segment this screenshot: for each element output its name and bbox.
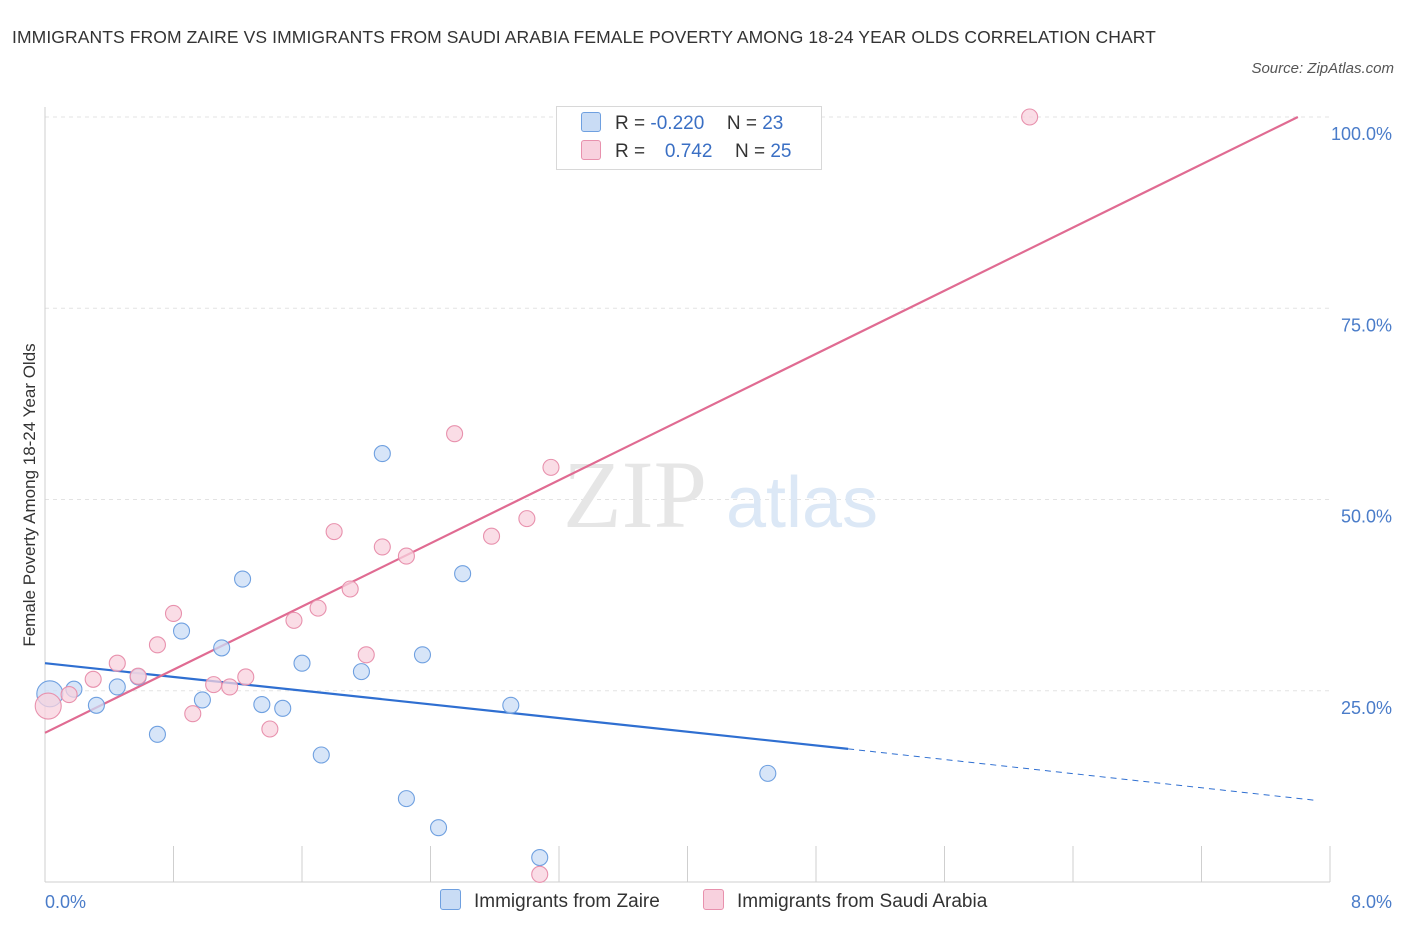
data-point [531, 865, 549, 883]
data-point [129, 667, 147, 685]
data-point [205, 676, 223, 694]
x-tick-label: 0.0% [45, 892, 86, 912]
data-point [759, 764, 777, 782]
data-point [108, 654, 126, 672]
y-tick-label: 50.0% [1341, 507, 1392, 527]
data-point [429, 819, 448, 837]
data-point [373, 445, 391, 463]
data-point [1021, 108, 1039, 126]
source-label: Source: ZipAtlas.com [1251, 60, 1394, 77]
data-point [60, 686, 78, 704]
data-point [397, 790, 415, 808]
legend-swatch-saudi [581, 140, 601, 160]
x-tick-labels: 0.0% 8.0% [45, 892, 1392, 912]
legend-n-label: N = [726, 113, 757, 134]
legend-swatch-zaire [581, 112, 601, 132]
data-point [213, 639, 231, 657]
data-point [148, 725, 166, 743]
data-point [221, 678, 239, 696]
data-point [108, 678, 126, 696]
legend-label-saudi: Immigrants from Saudi Arabia [737, 891, 988, 912]
y-tick-labels: 25.0% 50.0% 75.0% 100.0% [1331, 124, 1392, 718]
data-point [518, 510, 536, 528]
data-point [274, 699, 292, 717]
data-point [184, 705, 202, 723]
data-point [237, 668, 255, 686]
data-point [193, 691, 211, 709]
data-point [325, 523, 343, 541]
data-point [341, 580, 359, 598]
data-point [413, 646, 432, 664]
data-point [261, 720, 279, 738]
legend-r-label: R = [615, 113, 646, 134]
data-point [172, 622, 191, 640]
y-tick-label: 25.0% [1341, 698, 1392, 718]
data-point [253, 695, 271, 714]
trend-line [44, 116, 1299, 734]
trend-lines [44, 116, 1314, 801]
legend-r-label: R = [615, 141, 646, 162]
data-point [309, 599, 327, 617]
y-tick-label: 100.0% [1331, 124, 1392, 144]
gridlines [45, 116, 1330, 692]
data-point [352, 663, 370, 681]
legend-label-zaire: Immigrants from Zaire [474, 891, 660, 912]
data-point [397, 547, 415, 565]
chart-title: IMMIGRANTS FROM ZAIRE VS IMMIGRANTS FROM… [12, 27, 1156, 47]
axes [44, 107, 1331, 883]
data-point [312, 746, 330, 764]
y-tick-label: 75.0% [1341, 315, 1392, 335]
data-point [482, 527, 501, 545]
data-point [164, 604, 183, 623]
data-point [293, 654, 311, 672]
data-point [148, 636, 166, 654]
data-point [285, 611, 303, 629]
legend-r-value: -0.220 [650, 113, 705, 134]
legend-swatch-saudi [703, 889, 724, 910]
legend-row-saudi: R = 0.742 N = 25 [581, 140, 791, 166]
legend-n-label: N = [734, 141, 766, 162]
data-point [446, 425, 464, 443]
data-point [502, 696, 520, 714]
data-point [34, 692, 62, 720]
data-point [373, 538, 391, 556]
data-point [531, 848, 549, 867]
trend-line-extension [848, 748, 1314, 801]
watermark-atlas: atlas [726, 463, 878, 543]
legend-r-value: 0.742 [664, 141, 713, 162]
data-point [234, 570, 252, 588]
data-point [84, 670, 102, 688]
legend-swatch-zaire [440, 889, 461, 910]
data-point [542, 458, 560, 476]
watermark-zip: ZIP [563, 441, 707, 548]
data-point [87, 696, 105, 714]
legend-n-value: 25 [770, 141, 792, 162]
data-point [454, 565, 472, 583]
data-points [34, 108, 1039, 883]
data-point [357, 646, 375, 664]
legend-item-zaire: Immigrants from Zaire [440, 889, 660, 913]
legend-item-saudi: Immigrants from Saudi Arabia [703, 889, 987, 913]
trend-line [44, 662, 849, 750]
x-tick-label: 8.0% [1351, 892, 1392, 912]
legend-row-zaire: R = -0.220 N = 23 [581, 112, 783, 138]
correlation-legend: R = -0.220 N = 23 R = 0.742 N = 25 [556, 106, 822, 170]
legend-n-value: 23 [762, 113, 784, 134]
